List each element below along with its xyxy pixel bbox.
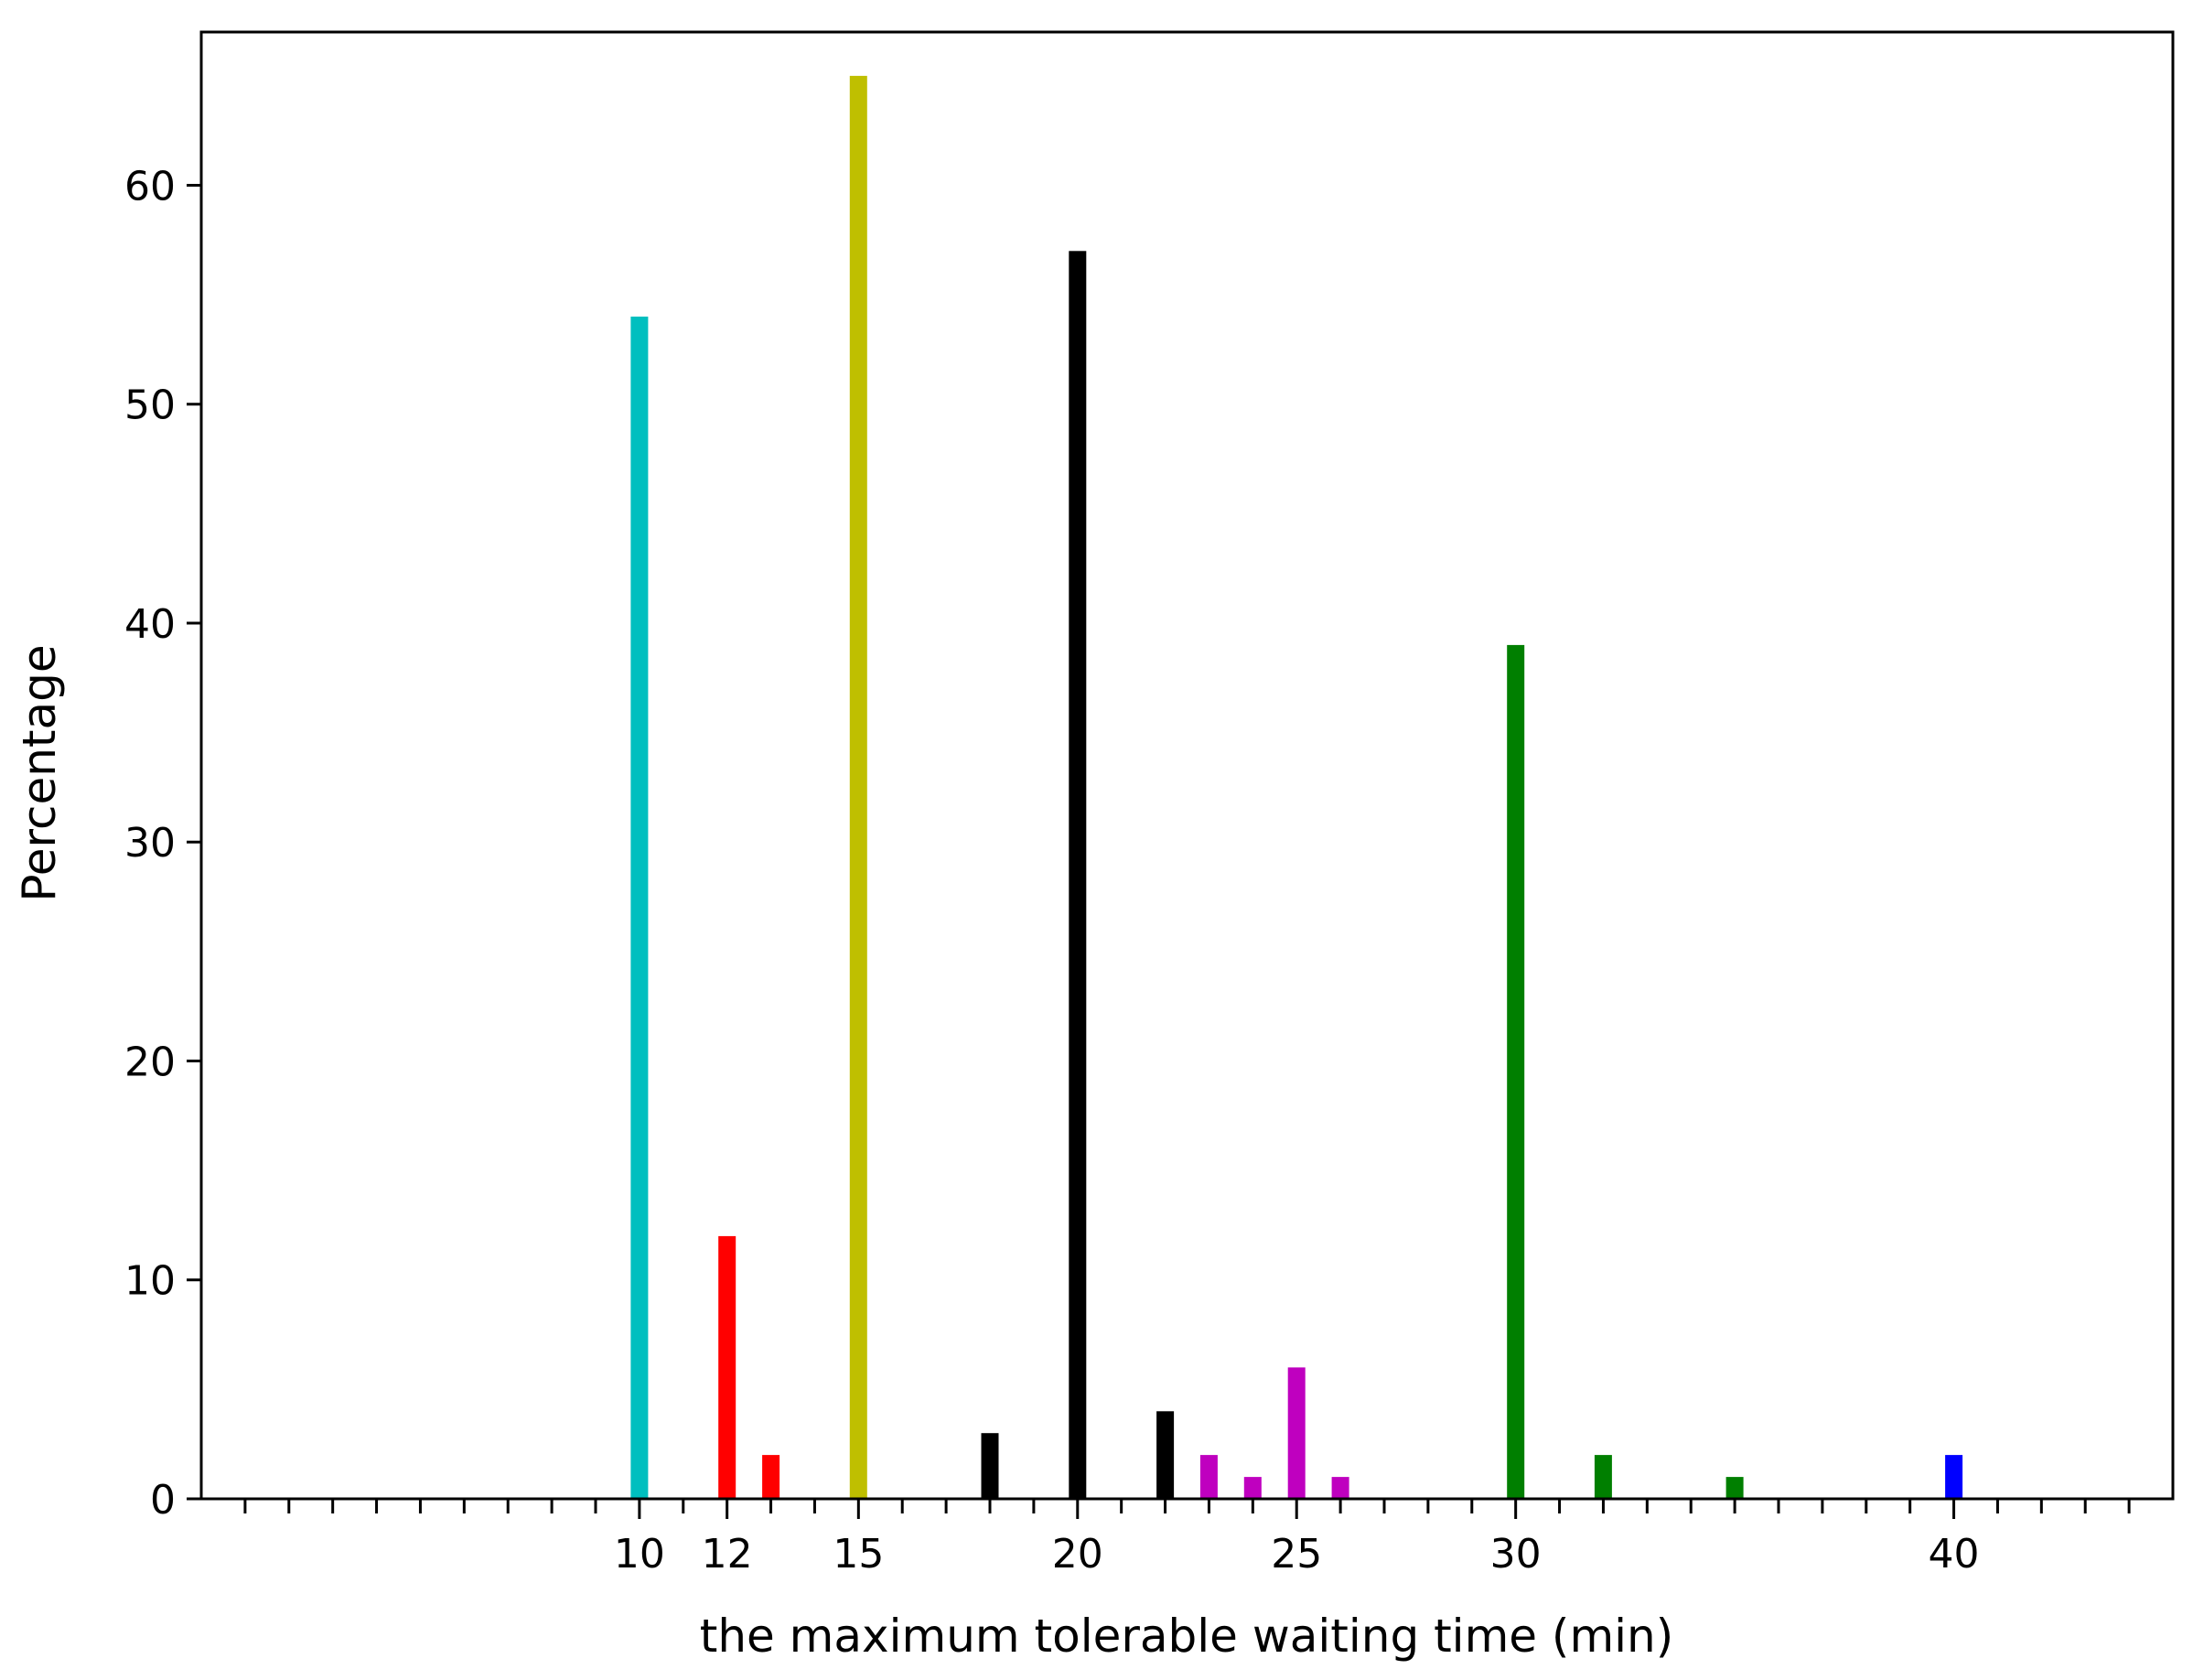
bar-30-min bbox=[1507, 644, 1525, 1499]
x-axis-ticks: 10 12 15 20 25 30 40 bbox=[243, 1499, 2131, 1578]
bar-26-min bbox=[1331, 1477, 1349, 1499]
x-tick-label: 12 bbox=[702, 1531, 753, 1578]
x-tick-label: 30 bbox=[1490, 1531, 1542, 1578]
y-tick-label: 20 bbox=[124, 1039, 176, 1085]
y-tick-label: 10 bbox=[124, 1258, 176, 1305]
x-tick-label: 20 bbox=[1052, 1531, 1103, 1578]
bar-35-min bbox=[1725, 1477, 1744, 1499]
bar-24-min bbox=[1243, 1477, 1262, 1499]
x-tick-label: 25 bbox=[1271, 1531, 1322, 1578]
bar-22-min bbox=[1156, 1411, 1175, 1499]
x-tick-label: 10 bbox=[614, 1531, 665, 1578]
bar-10-min bbox=[630, 317, 649, 1499]
x-tick-label: 15 bbox=[833, 1531, 884, 1578]
y-tick-label: 50 bbox=[124, 382, 176, 429]
x-axis-label: the maximum tolerable waiting time (min) bbox=[700, 1610, 1674, 1663]
y-tick-label: 30 bbox=[124, 820, 176, 867]
y-tick-label: 60 bbox=[124, 163, 176, 210]
bar-32-min bbox=[1594, 1455, 1612, 1499]
bar-15-min bbox=[849, 75, 867, 1499]
y-tick-label: 40 bbox=[124, 601, 176, 648]
plot-frame bbox=[199, 30, 2175, 1501]
y-axis-ticks: 0 10 20 30 40 50 60 bbox=[124, 163, 201, 1524]
y-tick-label: 0 bbox=[150, 1477, 176, 1524]
y-axis-label: Percentage bbox=[13, 644, 66, 901]
bar-13-min bbox=[762, 1455, 780, 1499]
bar-18-min bbox=[981, 1433, 999, 1499]
bar-23-min bbox=[1199, 1455, 1218, 1499]
bar-12-min bbox=[718, 1235, 736, 1499]
bars-layer bbox=[630, 75, 1963, 1499]
bar-20-min bbox=[1069, 251, 1087, 1499]
bar-25-min bbox=[1287, 1367, 1306, 1499]
bar-40-min bbox=[1945, 1455, 1963, 1499]
x-tick-label: 40 bbox=[1929, 1531, 1980, 1578]
